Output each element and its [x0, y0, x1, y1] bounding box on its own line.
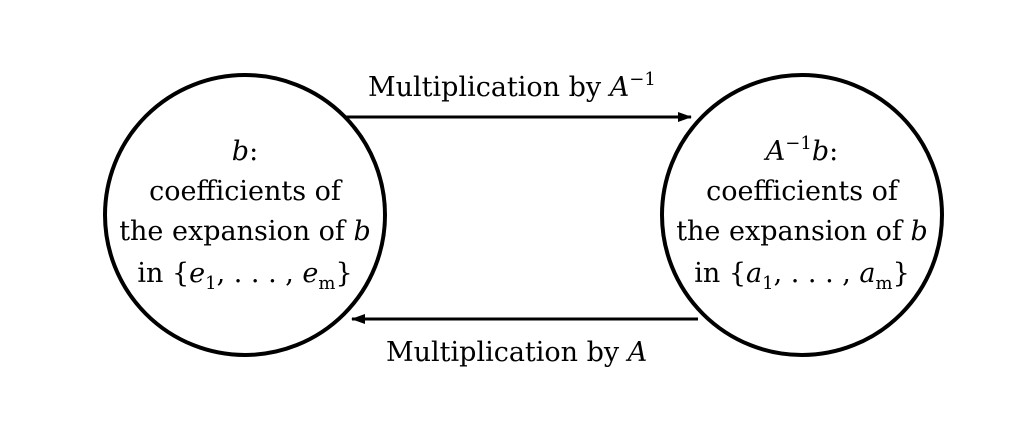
right-set-close: } — [892, 258, 910, 289]
left-node-symbol-suffix: : — [249, 136, 259, 167]
top-edge-label: Multiplication by A−1 — [368, 69, 656, 104]
left-node-symbol: b: — [95, 136, 395, 168]
bottom-edge-text: Multiplication by — [386, 337, 628, 368]
right-set-last-sub: m — [875, 273, 893, 294]
top-edge-var: A — [609, 72, 630, 103]
right-node-line2: coefficients of — [652, 176, 952, 208]
left-set-middle: , . . . , — [216, 258, 303, 289]
bottom-edge-var: A — [627, 337, 648, 368]
left-node-circle — [103, 73, 387, 357]
right-set-open: in { — [694, 258, 747, 289]
right-node-symbol-var: A — [765, 136, 786, 167]
left-set-last-var: e — [302, 258, 319, 289]
right-node-symbol-suffix: : — [829, 136, 839, 167]
left-set-first-sub: 1 — [205, 273, 217, 294]
right-node-line3-var: b — [910, 216, 928, 247]
top-edge-sup: −1 — [629, 69, 656, 90]
left-node-line3: the expansion of b — [95, 216, 395, 248]
right-node-line2-text: coefficients of — [706, 176, 898, 207]
right-node-symbol: A−1b: — [652, 133, 952, 168]
right-node-symbol-sup: −1 — [785, 133, 812, 154]
right-node-symbol-var2: b — [811, 136, 830, 167]
right-set-first-var: a — [746, 258, 763, 289]
left-node-line3-var: b — [353, 216, 371, 247]
right-node-set: in {a1, . . . , am} — [652, 258, 952, 293]
left-set-first-var: e — [189, 258, 206, 289]
bottom-edge-label: Multiplication by A — [386, 337, 647, 369]
right-set-middle: , . . . , — [773, 258, 860, 289]
left-node-line3-text: the expansion of — [119, 216, 354, 247]
right-node-line3: the expansion of b — [652, 216, 952, 248]
right-node-line3-text: the expansion of — [676, 216, 911, 247]
left-node-set: in {e1, . . . , em} — [95, 258, 395, 293]
top-edge-text: Multiplication by — [368, 72, 610, 103]
right-set-last-var: a — [859, 258, 876, 289]
right-set-first-sub: 1 — [762, 273, 774, 294]
left-set-close: } — [335, 258, 353, 289]
right-node-circle — [660, 73, 944, 357]
left-node-line2: coefficients of — [95, 176, 395, 208]
left-set-last-sub: m — [318, 273, 336, 294]
left-node-symbol-var: b — [231, 136, 250, 167]
left-set-open: in { — [137, 258, 190, 289]
left-node-line2-text: coefficients of — [149, 176, 341, 207]
